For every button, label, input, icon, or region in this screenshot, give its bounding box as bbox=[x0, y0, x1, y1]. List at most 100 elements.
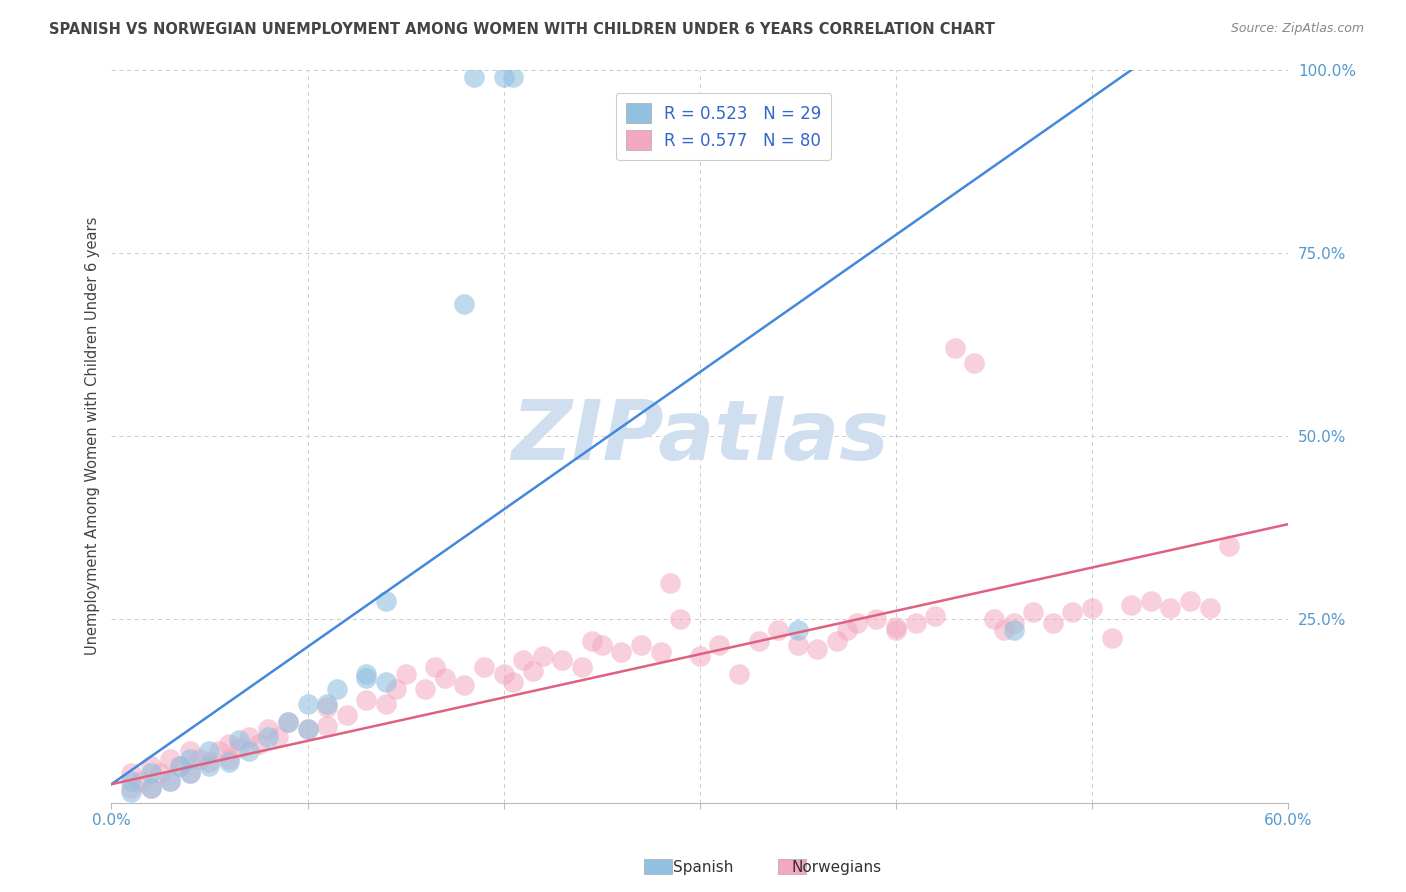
Point bbox=[904, 616, 927, 631]
Point bbox=[492, 667, 515, 681]
Point bbox=[169, 759, 191, 773]
Point bbox=[610, 645, 633, 659]
Point bbox=[188, 751, 211, 765]
Text: SPANISH VS NORWEGIAN UNEMPLOYMENT AMONG WOMEN WITH CHILDREN UNDER 6 YEARS CORREL: SPANISH VS NORWEGIAN UNEMPLOYMENT AMONG … bbox=[49, 22, 995, 37]
Point bbox=[375, 697, 398, 711]
Point bbox=[218, 737, 240, 751]
Point bbox=[728, 667, 751, 681]
Point bbox=[129, 773, 152, 788]
Point bbox=[375, 594, 398, 608]
Point bbox=[453, 678, 475, 692]
Point bbox=[453, 297, 475, 311]
Point bbox=[120, 766, 142, 780]
Point bbox=[198, 759, 221, 773]
Point bbox=[748, 634, 770, 648]
Point bbox=[551, 653, 574, 667]
Point bbox=[120, 784, 142, 798]
Point bbox=[1081, 601, 1104, 615]
Point bbox=[297, 723, 319, 737]
Point bbox=[502, 674, 524, 689]
Point bbox=[689, 648, 711, 663]
Point bbox=[423, 660, 446, 674]
Point bbox=[983, 612, 1005, 626]
Point bbox=[413, 681, 436, 696]
Point bbox=[159, 751, 181, 765]
Point bbox=[218, 751, 240, 765]
Point bbox=[943, 342, 966, 356]
Point bbox=[630, 638, 652, 652]
Point bbox=[277, 714, 299, 729]
Point bbox=[159, 773, 181, 788]
Point bbox=[571, 660, 593, 674]
Point bbox=[228, 740, 250, 755]
Point bbox=[238, 730, 260, 744]
Y-axis label: Unemployment Among Women with Children Under 6 years: Unemployment Among Women with Children U… bbox=[86, 217, 100, 656]
Point bbox=[924, 608, 946, 623]
Point bbox=[208, 744, 231, 758]
Point bbox=[1062, 605, 1084, 619]
Point bbox=[502, 70, 524, 85]
Point bbox=[433, 671, 456, 685]
Point bbox=[356, 671, 378, 685]
Point bbox=[1121, 598, 1143, 612]
Point bbox=[198, 756, 221, 770]
Point bbox=[316, 697, 339, 711]
Point bbox=[316, 700, 339, 714]
Point bbox=[786, 638, 808, 652]
Point bbox=[139, 759, 162, 773]
Point bbox=[1159, 601, 1181, 615]
Point bbox=[591, 638, 613, 652]
Legend: R = 0.523   N = 29, R = 0.577   N = 80: R = 0.523 N = 29, R = 0.577 N = 80 bbox=[616, 93, 831, 161]
Point bbox=[993, 624, 1015, 638]
Point bbox=[139, 780, 162, 795]
Point bbox=[786, 624, 808, 638]
Point bbox=[384, 681, 406, 696]
Point bbox=[1218, 539, 1240, 553]
Point bbox=[463, 70, 485, 85]
Point bbox=[659, 575, 682, 590]
Point bbox=[835, 624, 858, 638]
Point bbox=[492, 70, 515, 85]
Point bbox=[179, 766, 201, 780]
Point bbox=[650, 645, 672, 659]
Point bbox=[766, 624, 789, 638]
Point bbox=[472, 660, 495, 674]
Point bbox=[394, 667, 416, 681]
Point bbox=[1198, 601, 1220, 615]
Point bbox=[198, 744, 221, 758]
Point bbox=[1022, 605, 1045, 619]
Point bbox=[709, 638, 731, 652]
Point bbox=[1002, 616, 1025, 631]
Point bbox=[120, 773, 142, 788]
Point bbox=[1042, 616, 1064, 631]
Point bbox=[963, 356, 986, 370]
Point bbox=[159, 773, 181, 788]
Point bbox=[297, 697, 319, 711]
Point bbox=[806, 641, 828, 656]
Point bbox=[169, 759, 191, 773]
Point bbox=[1178, 594, 1201, 608]
Point bbox=[277, 714, 299, 729]
Point bbox=[356, 667, 378, 681]
Point bbox=[356, 693, 378, 707]
Point bbox=[120, 780, 142, 795]
Point bbox=[139, 780, 162, 795]
Point bbox=[531, 648, 554, 663]
Text: ZIPatlas: ZIPatlas bbox=[510, 396, 889, 477]
Point bbox=[218, 756, 240, 770]
Text: Spanish: Spanish bbox=[673, 860, 733, 874]
Point bbox=[336, 707, 359, 722]
Point bbox=[257, 723, 280, 737]
Point bbox=[326, 681, 349, 696]
Point bbox=[884, 624, 907, 638]
Point bbox=[1101, 631, 1123, 645]
Point bbox=[512, 653, 534, 667]
Point bbox=[297, 723, 319, 737]
Point bbox=[522, 664, 544, 678]
Point bbox=[669, 612, 692, 626]
Point bbox=[1002, 624, 1025, 638]
Point bbox=[179, 751, 201, 765]
Point bbox=[267, 730, 290, 744]
Text: Norwegians: Norwegians bbox=[792, 860, 882, 874]
Point bbox=[316, 718, 339, 732]
